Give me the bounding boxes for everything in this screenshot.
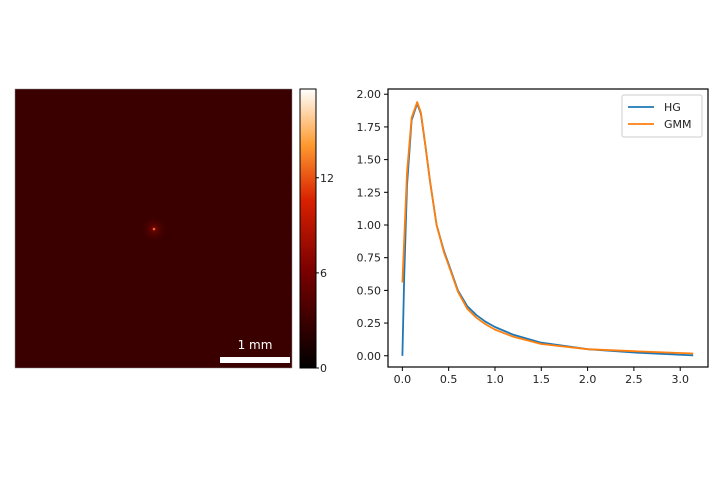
- y-tick-label: 0.25: [357, 317, 382, 330]
- colorbar-tick-label: 6: [320, 267, 327, 280]
- x-tick-label: 3.0: [671, 373, 689, 386]
- y-tick-label: 2.00: [357, 88, 382, 101]
- colorbar: 0 6 12: [299, 88, 334, 375]
- scale-bar: [220, 357, 290, 363]
- x-tick-label: 1.5: [533, 373, 551, 386]
- y-tick-label: 0.75: [357, 252, 382, 265]
- legend-label: HG: [664, 101, 681, 114]
- colorbar-tick-label: 12: [320, 172, 334, 185]
- series-line-hg: [401, 102, 694, 357]
- x-tick-label: 2.5: [625, 373, 643, 386]
- x-tick-label: 0.5: [440, 373, 458, 386]
- series-line-gmm: [401, 101, 694, 355]
- colorbar-tick-label: 0: [320, 362, 327, 375]
- y-tick-label: 0.50: [357, 284, 382, 297]
- y-tick-label: 1.50: [357, 154, 382, 167]
- image-panel: 1 mm: [14, 88, 293, 369]
- line-plot: 0.0 0.5 1.0 1.5 2.0 2.5 3.0 0.00 0.25 0.50 0.75 1.0…: [357, 88, 709, 386]
- x-tick-label: 2.0: [579, 373, 597, 386]
- legend: HG GMM: [621, 94, 703, 138]
- colorbar-gradient: [299, 88, 317, 369]
- x-tick-label: 1.0: [486, 373, 504, 386]
- y-tick-label: 1.25: [357, 186, 382, 199]
- x-tick-label: 0.0: [394, 373, 412, 386]
- scale-bar-label: 1 mm: [238, 338, 273, 352]
- y-tick-label: 1.75: [357, 121, 382, 134]
- legend-label: GMM: [664, 118, 692, 131]
- legend-box: [621, 94, 703, 138]
- y-tick-label: 1.00: [357, 219, 382, 232]
- plot-frame: [387, 88, 709, 368]
- bright-spot: [152, 227, 156, 231]
- y-tick-label: 0.00: [357, 350, 382, 363]
